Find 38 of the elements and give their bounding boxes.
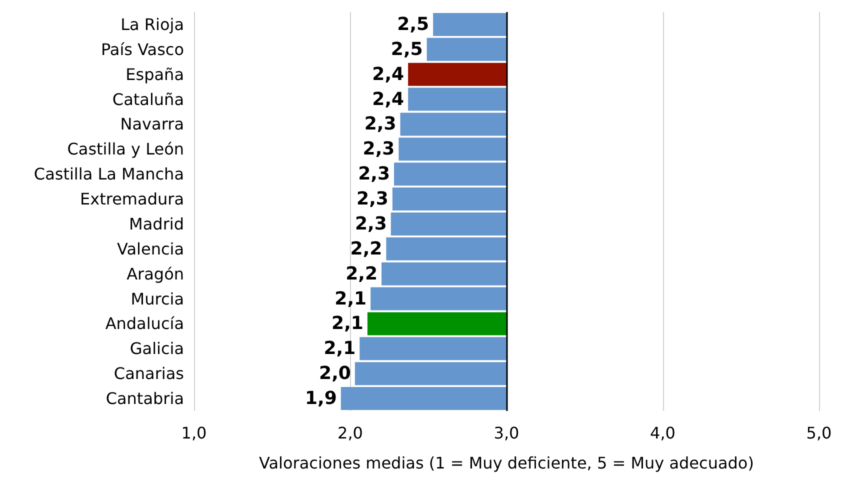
data-label: 2,2	[346, 263, 378, 284]
data-label: 2,5	[397, 14, 430, 35]
data-label: 2,1	[332, 313, 364, 334]
data-label: 2,5	[390, 38, 423, 60]
data-label: 2,3	[354, 213, 387, 234]
x-tick-label: 3,0	[494, 424, 520, 442]
data-label: 1,9	[304, 388, 337, 410]
y-tick-label: Aragón	[126, 264, 184, 284]
y-tick-label: Galicia	[130, 339, 184, 358]
y-tick-label: Cantabria	[106, 389, 184, 408]
x-tick-label: 4,0	[650, 424, 676, 442]
data-label: 2,3	[364, 114, 396, 135]
y-tick-label: Navarra	[120, 114, 184, 134]
y-tick-label: Canarias	[114, 364, 184, 384]
y-tick-label: Castilla La Mancha	[34, 164, 184, 184]
y-tick-label: Madrid	[129, 214, 184, 234]
y-tick-label: La Rioja	[120, 14, 184, 34]
y-tick-label: España	[126, 64, 184, 84]
y-tick-label: Castilla y León	[67, 140, 184, 159]
x-tick-label: 2,0	[338, 424, 363, 442]
y-tick-label: Andalucía	[105, 314, 184, 334]
data-label: 2,3	[362, 138, 395, 160]
y-tick-label: Extremadura	[80, 190, 184, 209]
data-label: 2,4	[372, 88, 404, 110]
x-axis-title: Valoraciones medias (1 = Muy deficiente, 5 = Muy adecuado)	[259, 454, 754, 472]
data-label: 2,0	[319, 363, 351, 384]
y-tick-label: Murcia	[130, 289, 184, 308]
y-tick-label: Cataluña	[112, 90, 184, 109]
x-tick-label: 1,0	[181, 424, 207, 442]
data-label: 2,1	[334, 288, 367, 310]
data-label: 2,2	[350, 238, 382, 260]
y-tick-label: País Vasco	[100, 40, 184, 59]
data-label: 2,1	[324, 338, 356, 360]
data-label: 2,4	[372, 64, 404, 85]
data-label: 2,3	[356, 188, 388, 210]
y-tick-label: Valencia	[117, 239, 184, 258]
data-label: 2,3	[358, 164, 390, 185]
x-tick-label: 5,0	[806, 424, 832, 442]
